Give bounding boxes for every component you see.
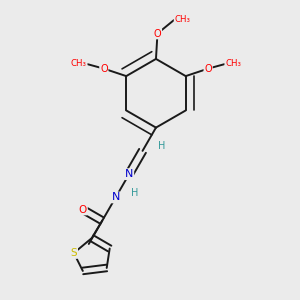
Text: N: N (125, 169, 133, 179)
Text: CH₃: CH₃ (225, 59, 241, 68)
Text: H: H (158, 141, 166, 152)
Text: S: S (70, 248, 77, 258)
Text: H: H (131, 188, 139, 198)
Text: N: N (112, 192, 120, 203)
Text: CH₃: CH₃ (71, 59, 87, 68)
Text: O: O (79, 205, 87, 214)
Text: O: O (154, 28, 161, 38)
Text: CH₃: CH₃ (175, 15, 190, 24)
Text: O: O (100, 64, 108, 74)
Text: O: O (204, 64, 212, 74)
